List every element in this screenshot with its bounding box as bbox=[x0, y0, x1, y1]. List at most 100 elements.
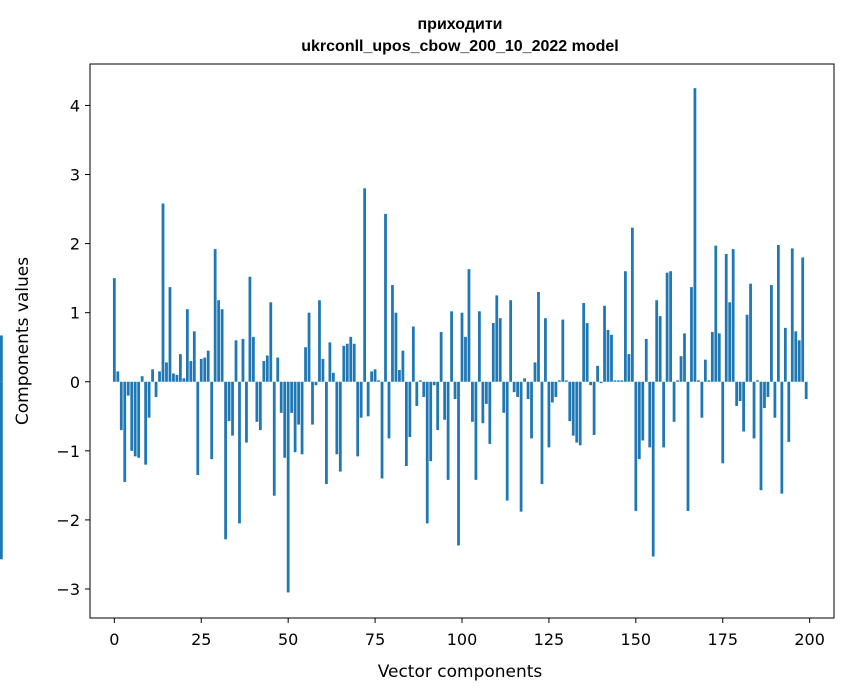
bar bbox=[467, 269, 471, 382]
bar bbox=[116, 371, 120, 382]
y-tick-label: 3 bbox=[70, 166, 80, 185]
bar bbox=[377, 380, 380, 382]
bar bbox=[721, 381, 725, 464]
bar bbox=[582, 303, 586, 382]
bar bbox=[199, 358, 203, 382]
bar bbox=[248, 276, 252, 382]
bar bbox=[144, 381, 148, 465]
x-tick-label: 25 bbox=[191, 630, 211, 649]
bar bbox=[763, 381, 766, 409]
bar bbox=[196, 381, 200, 476]
bar bbox=[304, 347, 307, 382]
bar bbox=[165, 362, 168, 382]
bar bbox=[359, 381, 363, 418]
bar bbox=[745, 314, 749, 382]
bar bbox=[112, 278, 116, 382]
bar bbox=[495, 295, 499, 382]
bar bbox=[206, 350, 210, 382]
bar bbox=[728, 302, 732, 382]
bar bbox=[415, 381, 419, 406]
bar bbox=[683, 333, 686, 382]
bar bbox=[759, 381, 763, 491]
bar bbox=[717, 333, 721, 382]
bar bbox=[481, 381, 485, 424]
bar bbox=[676, 380, 679, 382]
bar bbox=[398, 370, 401, 382]
bar bbox=[547, 381, 551, 448]
bar bbox=[519, 381, 523, 512]
bar bbox=[227, 381, 231, 422]
bar bbox=[185, 309, 189, 382]
bar bbox=[179, 354, 182, 382]
y-tick-label: −1 bbox=[56, 442, 80, 461]
bar bbox=[742, 381, 745, 432]
bar bbox=[255, 381, 259, 422]
bar bbox=[168, 287, 172, 382]
x-tick-label: 100 bbox=[447, 630, 478, 649]
bar bbox=[603, 305, 606, 382]
bar bbox=[505, 381, 509, 501]
bar bbox=[703, 359, 707, 382]
bar bbox=[780, 381, 784, 494]
bar bbox=[286, 381, 290, 593]
bar bbox=[537, 291, 540, 382]
bar bbox=[182, 378, 186, 382]
bar bbox=[630, 227, 634, 382]
bar bbox=[425, 381, 429, 524]
bar bbox=[373, 369, 377, 382]
chart-subtitle: ukrconll_upos_cbow_200_10_2022 model bbox=[301, 38, 618, 55]
x-axis-label: Vector components bbox=[378, 662, 543, 682]
bar bbox=[408, 381, 412, 438]
bar bbox=[311, 381, 314, 425]
bar bbox=[123, 381, 127, 482]
bar bbox=[596, 365, 599, 382]
bar bbox=[158, 371, 161, 382]
bar bbox=[551, 381, 554, 403]
bar bbox=[585, 323, 589, 382]
bar bbox=[672, 381, 676, 422]
bar bbox=[0, 335, 3, 382]
y-tick-label: −3 bbox=[56, 580, 80, 599]
bar bbox=[498, 318, 502, 382]
bar bbox=[714, 245, 718, 382]
bar bbox=[290, 381, 294, 413]
bar bbox=[710, 332, 714, 382]
bar bbox=[265, 355, 269, 382]
bar bbox=[126, 381, 130, 396]
bar bbox=[471, 381, 474, 422]
bar bbox=[342, 345, 346, 382]
bar bbox=[686, 381, 690, 511]
bar bbox=[366, 381, 370, 417]
bar bbox=[738, 381, 742, 402]
bar bbox=[147, 381, 151, 418]
bar bbox=[231, 381, 234, 436]
bar bbox=[648, 381, 652, 448]
bar bbox=[460, 312, 464, 382]
bar bbox=[787, 381, 791, 442]
bar bbox=[707, 380, 711, 382]
bar bbox=[561, 319, 565, 382]
x-tick-label: 125 bbox=[534, 630, 565, 649]
bar bbox=[568, 381, 572, 422]
bar bbox=[192, 331, 196, 382]
bar bbox=[589, 381, 593, 386]
bar bbox=[238, 381, 241, 524]
x-axis-ticks: 0 25 50 75 100 125 150 175 200 bbox=[109, 618, 825, 649]
bar bbox=[446, 381, 450, 480]
bar bbox=[258, 381, 262, 431]
bar bbox=[523, 378, 526, 382]
bar bbox=[617, 380, 620, 382]
bar bbox=[172, 373, 175, 382]
bar bbox=[752, 381, 756, 439]
bar bbox=[797, 340, 801, 382]
bar bbox=[669, 271, 672, 382]
y-tick-label: 1 bbox=[70, 304, 80, 323]
bar bbox=[411, 326, 415, 382]
bar bbox=[151, 369, 154, 382]
bar bbox=[491, 323, 495, 382]
bar bbox=[234, 340, 238, 382]
x-tick-label: 175 bbox=[707, 630, 738, 649]
bar bbox=[457, 381, 460, 546]
bar bbox=[245, 381, 248, 443]
